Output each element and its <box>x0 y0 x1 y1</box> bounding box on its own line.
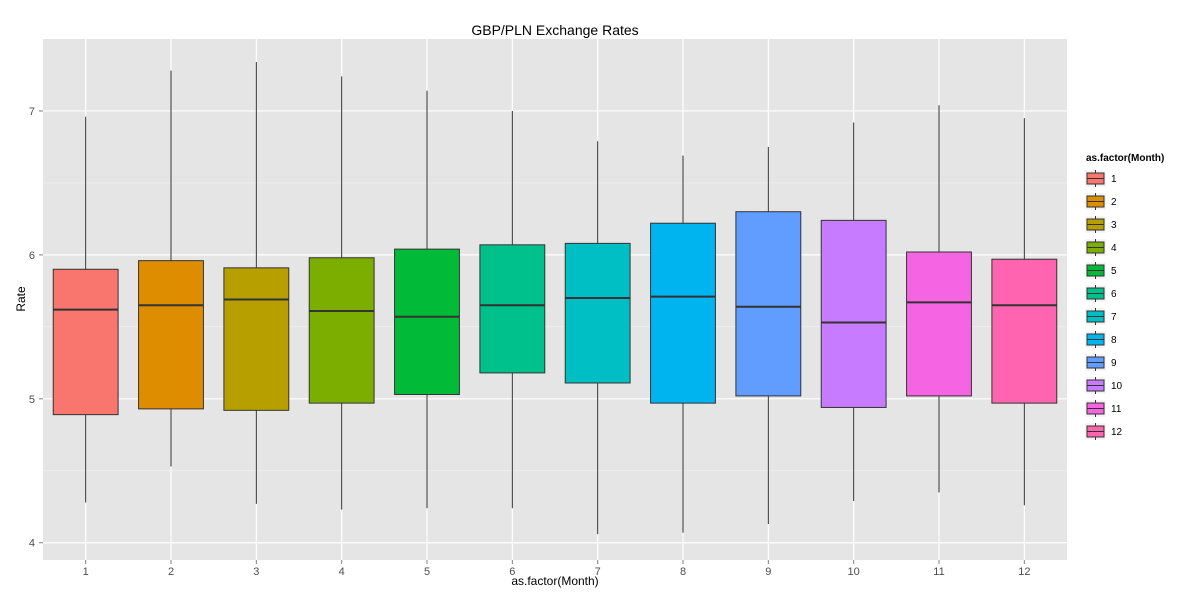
x-tick-label: 9 <box>765 566 771 578</box>
box-iqr <box>308 257 375 404</box>
x-tick-label: 4 <box>339 566 345 578</box>
x-tick-label: 10 <box>848 566 860 578</box>
legend-label: 2 <box>1111 197 1117 208</box>
legend-label: 11 <box>1111 404 1122 415</box>
box-iqr <box>820 219 887 408</box>
legend-label: 5 <box>1111 266 1117 277</box>
box-month-10 <box>820 122 887 501</box>
box-iqr <box>138 260 204 410</box>
legend-item-4: 4 <box>1084 238 1117 257</box>
x-tick-label: 11 <box>933 566 944 578</box>
legend-label: 4 <box>1111 243 1117 254</box>
legend-label: 8 <box>1111 335 1117 346</box>
y-tick-label: 4 <box>29 538 35 550</box>
legend-item-8: 8 <box>1084 330 1117 349</box>
legend-title: as.factor(Month) <box>1086 153 1164 164</box>
x-axis: 1 2 3 4 5 6 7 8 9 10 11 12 <box>83 560 1030 578</box>
box-iqr <box>479 244 546 374</box>
legend-label: 3 <box>1111 220 1117 231</box>
x-tick-label: 3 <box>253 566 259 578</box>
boxes <box>52 62 1058 535</box>
box-iqr <box>650 222 716 404</box>
legend-label: 9 <box>1111 358 1117 369</box>
box-month-1 <box>52 116 119 503</box>
legend-label: 7 <box>1111 312 1117 323</box>
box-iqr <box>223 267 290 411</box>
x-tick-label: 2 <box>168 566 174 578</box>
x-axis-title: as.factor(Month) <box>511 574 598 588</box>
box-iqr <box>52 268 119 416</box>
legend-item-6: 6 <box>1084 284 1117 303</box>
legend-label: 6 <box>1111 289 1117 300</box>
legend-label: 12 <box>1111 427 1123 438</box>
x-tick-label: 7 <box>595 566 601 578</box>
legend-item-5: 5 <box>1084 261 1117 280</box>
legend-item-9: 9 <box>1084 353 1117 372</box>
x-tick-label: 6 <box>509 566 515 578</box>
x-tick-label: 12 <box>1018 566 1030 578</box>
box-month-5 <box>394 90 460 509</box>
box-iqr <box>991 258 1058 404</box>
y-axis-title: Rate <box>14 286 28 312</box>
legend-label: 10 <box>1111 381 1123 392</box>
legend-item-7: 7 <box>1084 307 1117 326</box>
box-month-2 <box>138 70 204 467</box>
x-tick-label: 1 <box>83 566 89 578</box>
box-month-4 <box>308 76 375 510</box>
legend-item-11: 11 <box>1084 399 1122 418</box>
box-month-7 <box>564 141 631 535</box>
box-month-11 <box>906 105 972 493</box>
y-tick-label: 5 <box>29 394 35 406</box>
x-tick-label: 8 <box>680 566 686 578</box>
y-tick-label: 7 <box>29 106 35 118</box>
legend-item-12: 12 <box>1084 422 1123 441</box>
legend-item-3: 3 <box>1084 215 1117 234</box>
chart-title: GBP/PLN Exchange Rates <box>471 22 638 38</box>
x-tick-label: 5 <box>424 566 430 578</box>
legend-label: 1 <box>1111 174 1117 185</box>
box-month-6 <box>479 110 546 509</box>
legend-item-2: 2 <box>1084 192 1117 211</box>
box-iqr <box>735 211 802 397</box>
box-iqr <box>394 248 460 395</box>
legend-item-10: 10 <box>1084 376 1123 395</box>
box-iqr <box>906 251 972 397</box>
y-axis: 4 5 6 7 <box>29 106 43 550</box>
legend-item-1: 1 <box>1084 169 1117 188</box>
box-month-3 <box>223 62 290 504</box>
plot-panel <box>43 39 1067 560</box>
box-month-9 <box>735 146 802 525</box>
box-iqr <box>564 242 631 384</box>
box-month-12 <box>991 118 1058 506</box>
y-tick-label: 6 <box>29 250 35 262</box>
box-month-8 <box>650 155 716 533</box>
